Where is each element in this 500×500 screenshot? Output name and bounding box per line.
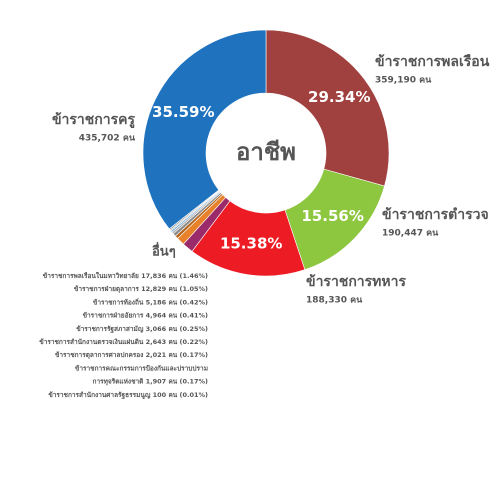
center-label: อาชีพ [236, 138, 296, 166]
other-label: ข้าราชการสำนักงานตรวจเงินแผ่นดิน 2,643 ค… [39, 337, 208, 346]
pie-slice [142, 29, 267, 230]
other-label: ข้าราชการฝ่ายตุลาการ 12,829 คน (1.05%) [74, 284, 208, 293]
slice-count: 190,447 คน [382, 229, 439, 239]
other-label: ข้าราชการฝ่ายอัยการ 4,964 คน (0.41%) [83, 311, 208, 320]
other-label: การทุจริตแห่งชาติ 1,907 คน (0.17%) [93, 378, 208, 386]
slice-percent: 15.38% [220, 234, 282, 252]
slice-count: 188,330 คน [306, 296, 363, 306]
slice-percent: 35.59% [152, 103, 214, 121]
slice-label: ข้าราชการครู [52, 112, 136, 128]
other-label: ข้าราชการพลเรือนในมหาวิทยาลัย 17,836 คน … [43, 271, 208, 280]
slice-label: ข้าราชการทหาร [306, 274, 406, 290]
slice-label: ข้าราชการพลเรือน [375, 54, 490, 70]
slice-percent: 29.34% [308, 88, 370, 106]
other-label: ข้าราชการท้องถิ่น 5,186 คน (0.42%) [93, 296, 208, 306]
slice-count: 435,702 คน [79, 134, 136, 144]
other-label: ข้าราชการตุลาการศาลปกครอง 2,021 คน (0.17… [55, 350, 208, 359]
other-title: อื่นๆ [152, 242, 176, 260]
pie-slice [265, 29, 390, 187]
other-label: ข้าราชการคณะกรรมการป้องกันและปราบปราม [75, 363, 208, 372]
other-label: ข้าราชการสำนักงานศาลรัฐธรรมนูญ 100 คน (0… [48, 390, 208, 400]
other-label: ข้าราชการรัฐสภาสามัญ 3,066 คน (0.25%) [76, 324, 208, 334]
slice-label: ข้าราชการตำรวจ [382, 207, 489, 223]
slice-count: 359,190 คน [375, 76, 432, 86]
slice-percent: 15.56% [301, 207, 363, 225]
